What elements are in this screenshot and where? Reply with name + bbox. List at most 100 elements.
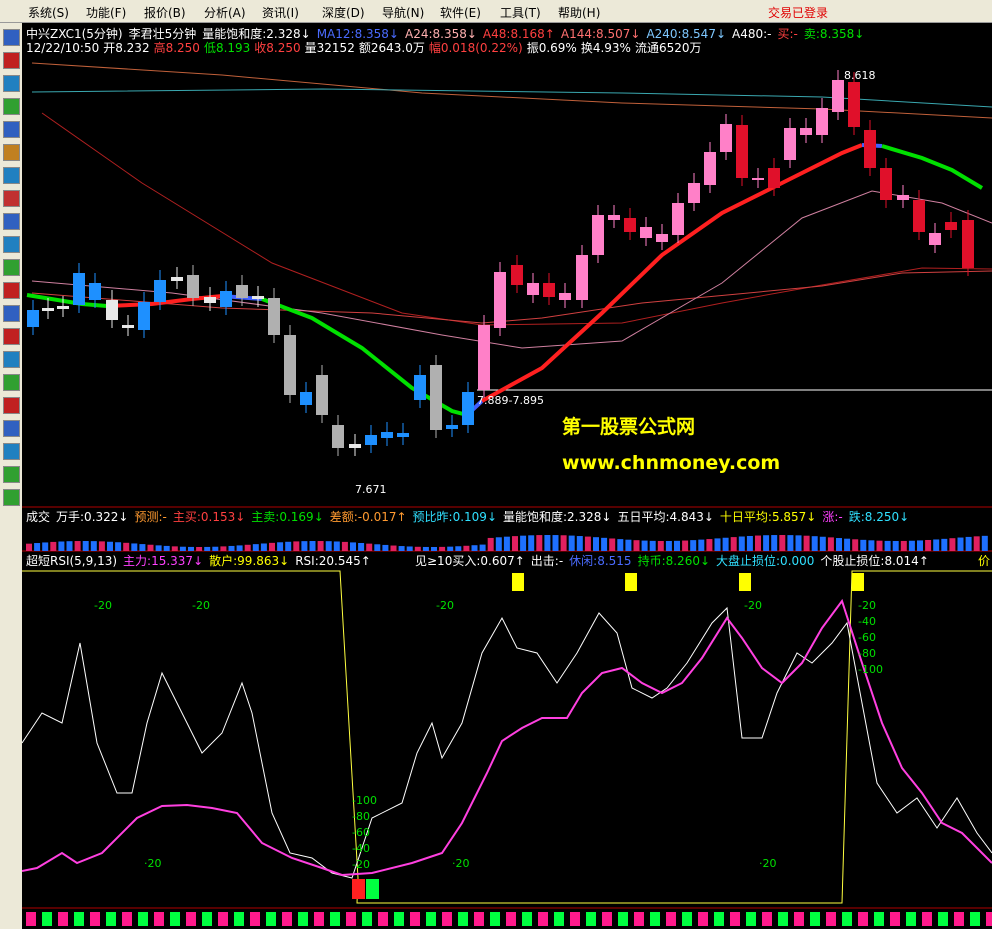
menu-item[interactable]: 分析(A)	[204, 6, 246, 20]
tool-icon[interactable]	[3, 144, 20, 161]
volume-bar	[431, 546, 437, 551]
volume-bar	[317, 541, 324, 551]
candle-body	[171, 277, 183, 281]
volume-bar	[42, 542, 49, 551]
quote-item: 开8.232	[103, 41, 150, 55]
menu-item[interactable]: 导航(N)	[382, 6, 425, 20]
volume-bar	[333, 541, 340, 551]
candle-body	[57, 306, 69, 309]
signal-square	[858, 912, 868, 926]
signal-square	[250, 912, 260, 926]
tool-icon[interactable]	[3, 52, 20, 69]
tool-icon[interactable]	[3, 121, 20, 138]
volume-bar	[884, 540, 891, 551]
rsi-scale: -20	[352, 858, 370, 871]
tool-icon[interactable]	[3, 98, 20, 115]
tool-icon[interactable]	[3, 443, 20, 460]
header-item: A240:8.547↓	[646, 27, 727, 41]
volume-bar	[755, 535, 761, 551]
header-item: 超短RSI(5,9,13)	[26, 554, 118, 568]
header-item: MA12:8.358↓	[316, 27, 399, 41]
menu-item[interactable]: 深度(D)	[322, 6, 365, 20]
signal-square	[778, 912, 788, 926]
tool-icon[interactable]	[3, 259, 20, 276]
header-item: 价	[978, 554, 991, 568]
volume-bars	[26, 535, 988, 551]
volume-bar	[447, 546, 454, 551]
signal-square	[538, 912, 548, 926]
volume-bar	[204, 546, 211, 551]
candle-body	[511, 265, 523, 285]
signal-square	[826, 912, 836, 926]
candle-body	[962, 220, 974, 268]
signal-squares	[26, 912, 992, 926]
rsi-scale: -100	[352, 794, 377, 807]
volume-bar	[422, 546, 429, 551]
volume-bar	[674, 540, 680, 551]
quote-item: 流通6520万	[634, 41, 702, 55]
menu-item[interactable]: 系统(S)	[28, 6, 69, 20]
volume-bar	[633, 540, 640, 551]
volume-bar	[390, 545, 397, 551]
tool-icon[interactable]	[3, 282, 20, 299]
header-item: A144:8.507↓	[560, 27, 641, 41]
signal-square	[202, 912, 212, 926]
signal-square	[74, 912, 84, 926]
header-item: 散户:99.863↓	[209, 554, 290, 568]
tool-icon[interactable]	[3, 75, 20, 92]
signal-square	[986, 912, 992, 926]
tool-icon[interactable]	[3, 213, 20, 230]
volume-bar	[82, 541, 89, 551]
tool-icon[interactable]	[3, 374, 20, 391]
header-item: 中兴ZXC1(5分钟)	[26, 27, 123, 41]
tool-icon[interactable]	[3, 328, 20, 345]
tool-icon[interactable]	[3, 351, 20, 368]
signal-square	[42, 912, 52, 926]
volume-bar	[220, 546, 227, 551]
candle-body	[945, 222, 957, 230]
menu-item[interactable]: 工具(T)	[500, 6, 541, 20]
volume-bar	[463, 545, 470, 551]
price-header: 中兴ZXC1(5分钟) 李君壮5分钟 量能饱和度:2.328↓ MA12:8.3…	[26, 27, 864, 41]
menu-item[interactable]: 软件(E)	[440, 6, 481, 20]
low-label: 7.671	[355, 483, 387, 496]
tool-icon[interactable]	[3, 167, 20, 184]
volume-bar	[957, 537, 964, 551]
header-item: A48:8.168↑	[482, 27, 555, 41]
tool-icon[interactable]	[3, 305, 20, 322]
volume-bar	[601, 537, 608, 551]
volume-bar	[803, 535, 810, 551]
signal-square	[218, 912, 228, 926]
chart-area: 8.618 7.889-7.895 7.671 第一股票公式网 www.chnm…	[22, 62, 992, 926]
signal-square	[106, 912, 116, 926]
tool-icon[interactable]	[3, 29, 20, 46]
volume-bar	[341, 541, 348, 551]
volume-bar	[479, 544, 486, 551]
volume-bar	[746, 535, 753, 551]
rsi-label: -20	[744, 599, 762, 612]
candle-body	[913, 200, 925, 232]
volume-bar	[690, 540, 697, 551]
volume-bar	[584, 536, 591, 551]
volume-bar	[131, 543, 138, 551]
volume-bar	[123, 542, 130, 551]
signal-square	[314, 912, 324, 926]
tool-icon[interactable]	[3, 489, 20, 506]
rsi-label: -20	[192, 599, 210, 612]
signal-square	[890, 912, 900, 926]
tool-icon[interactable]	[3, 397, 20, 414]
tool-icon[interactable]	[3, 466, 20, 483]
signal-square	[330, 912, 340, 926]
signal-square	[698, 912, 708, 926]
tool-icon[interactable]	[3, 236, 20, 253]
candle-body	[816, 108, 828, 135]
signal-square	[874, 912, 884, 926]
menu-item[interactable]: 资讯(I)	[262, 6, 299, 20]
signal-square	[426, 912, 436, 926]
menu-item[interactable]: 功能(F)	[86, 6, 127, 20]
tool-icon[interactable]	[3, 420, 20, 437]
header-item: 休闲:8.515	[569, 554, 632, 568]
menu-item[interactable]: 报价(B)	[144, 6, 186, 20]
menu-item[interactable]: 帮助(H)	[558, 6, 601, 20]
tool-icon[interactable]	[3, 190, 20, 207]
